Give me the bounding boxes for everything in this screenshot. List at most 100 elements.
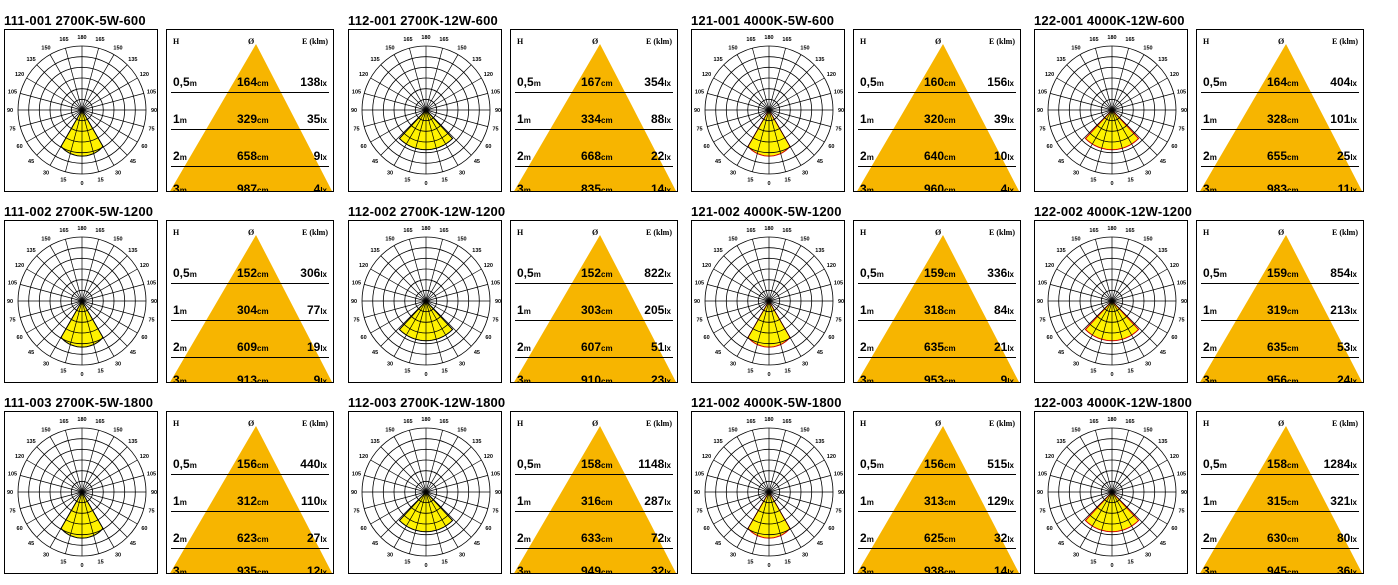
illuminance-cell-unit: lx xyxy=(1007,307,1014,316)
polar-spoke xyxy=(409,491,427,554)
beam-cone xyxy=(857,426,1019,573)
polar-angle-label: 0 xyxy=(1110,372,1113,378)
polar-spoke xyxy=(1111,54,1145,111)
luminaire-block: 111-003 2700K-5W-1800 15 15 30 30 45 45 60 60 75 7… xyxy=(0,395,340,583)
luminaire-title: 122-003 4000K-12W-1800 xyxy=(1034,395,1193,410)
beam-cone xyxy=(1200,235,1362,382)
header-diameter: Ø xyxy=(248,37,255,46)
polar-angle-label: 165 xyxy=(403,37,412,43)
height-cell-unit: m xyxy=(523,377,531,383)
polar-spoke xyxy=(20,284,83,302)
polar-diagram: 15 15 30 30 45 45 60 60 75 75 90 90 105 105 120 120 135 1… xyxy=(348,411,502,574)
illuminance-cell-value: 213 xyxy=(1330,303,1351,317)
illuminance-cell: 21lx xyxy=(994,341,1014,355)
polar-spoke xyxy=(1050,93,1113,111)
illuminance-cell-unit: lx xyxy=(1007,568,1014,574)
polar-spoke xyxy=(713,459,770,493)
polar-angle-label: 120 xyxy=(1045,263,1054,269)
polar-spoke xyxy=(1056,77,1113,111)
diameter-cell-value: 630 xyxy=(1267,531,1288,545)
polar-spoke xyxy=(364,300,427,318)
polar-spoke xyxy=(36,109,83,156)
polar-angle-label: 75 xyxy=(1039,509,1045,515)
polar-angle-label: 180 xyxy=(1107,417,1116,423)
polar-angle-label: 135 xyxy=(714,439,723,445)
header-height: H xyxy=(517,228,524,237)
diameter-cell-value: 609 xyxy=(237,340,258,354)
height-cell-value: 2 xyxy=(173,531,180,545)
row-divider xyxy=(858,320,1016,321)
luminaire-block: 121-001 4000K-5W-600 15 15 30 30 45 45 60 60 75 75… xyxy=(687,13,1027,201)
illuminance-cell-unit: lx xyxy=(664,186,671,192)
illuminance-cell-unit: lx xyxy=(1007,153,1014,162)
header-diameter: Ø xyxy=(248,228,255,237)
diameter-cell: 313cm xyxy=(924,495,956,509)
polar-spoke xyxy=(65,109,83,172)
polar-angle-label: 60 xyxy=(141,526,147,532)
diameter-cell: 949cm xyxy=(581,565,613,573)
height-cell-unit: m xyxy=(1209,377,1217,383)
diameter-cell-unit: cm xyxy=(1287,116,1299,125)
row-divider xyxy=(171,92,329,93)
polar-angle-label: 135 xyxy=(714,248,723,254)
height-cell-unit: m xyxy=(179,186,187,192)
polar-angle-label: 105 xyxy=(1177,471,1186,477)
height-cell: 3m xyxy=(1203,374,1217,383)
polar-spoke xyxy=(1056,491,1113,525)
diameter-cell-unit: cm xyxy=(257,377,269,383)
luminaire-block: 121-002 4000K-5W-1200 15 15 30 30 45 45 60 60 75 7… xyxy=(687,204,1027,392)
diameter-cell-unit: cm xyxy=(601,79,613,88)
polar-angle-label: 180 xyxy=(421,417,430,423)
polar-angle-label: 135 xyxy=(1158,439,1167,445)
polar-spoke xyxy=(81,109,138,143)
header-diameter: Ø xyxy=(935,228,942,237)
illuminance-cell-value: 9 xyxy=(313,149,321,163)
polar-angle-label: 30 xyxy=(387,361,393,367)
illuminance-cell: 53lx xyxy=(1337,341,1357,355)
illuminance-cell-unit: lx xyxy=(1007,79,1014,88)
illuminance-cell-unit: lx xyxy=(320,568,327,574)
diameter-cell: 160cm xyxy=(924,76,956,90)
header-illuminance: E (klm) xyxy=(302,228,328,237)
diameter-cell-value: 945 xyxy=(1267,564,1288,574)
polar-spoke xyxy=(393,109,427,166)
illuminance-cell-unit: lx xyxy=(1007,377,1014,383)
illuminance-cell-value: 11 xyxy=(1337,182,1351,192)
illuminance-cell-unit: lx xyxy=(1007,535,1014,544)
polar-angle-label: 75 xyxy=(492,318,498,324)
diameter-cell-value: 156 xyxy=(924,457,945,471)
height-cell-value: 3 xyxy=(860,373,867,383)
diameter-cell-value: 956 xyxy=(1267,373,1288,383)
polar-spoke xyxy=(1111,245,1145,302)
diameter-cell-unit: cm xyxy=(601,186,613,192)
illuminance-cell-value: 822 xyxy=(644,266,665,280)
polar-spoke xyxy=(81,109,128,156)
polar-angle-label: 60 xyxy=(17,526,23,532)
polar-angle-label: 30 xyxy=(387,552,393,558)
polar-angle-label: 105 xyxy=(1177,280,1186,286)
beam-cone xyxy=(514,235,676,382)
row-divider xyxy=(515,92,673,93)
polar-spoke xyxy=(425,93,488,111)
height-cell: 1m xyxy=(860,495,874,509)
polar-spoke xyxy=(409,300,427,363)
diameter-cell-value: 320 xyxy=(924,112,945,126)
height-cell-value: 2 xyxy=(173,149,180,163)
polar-angle-label: 135 xyxy=(128,57,137,63)
polar-angle-label: 90 xyxy=(838,299,844,305)
polar-spoke xyxy=(1095,300,1113,363)
polar-angle-label: 0 xyxy=(767,563,770,569)
height-cell-value: 2 xyxy=(1203,340,1210,354)
polar-spoke xyxy=(20,475,83,493)
illuminance-cell-value: 19 xyxy=(306,340,321,354)
illuminance-cell-value: 21 xyxy=(993,340,1008,354)
diameter-cell-value: 635 xyxy=(1267,340,1288,354)
polar-spoke xyxy=(380,255,427,302)
polar-spoke xyxy=(370,459,427,493)
polar-angle-label: 165 xyxy=(439,228,448,234)
height-cell-unit: m xyxy=(523,498,531,507)
row-divider xyxy=(1201,129,1359,130)
illuminance-cell: 9lx xyxy=(314,150,327,164)
height-cell-unit: m xyxy=(1219,270,1227,279)
